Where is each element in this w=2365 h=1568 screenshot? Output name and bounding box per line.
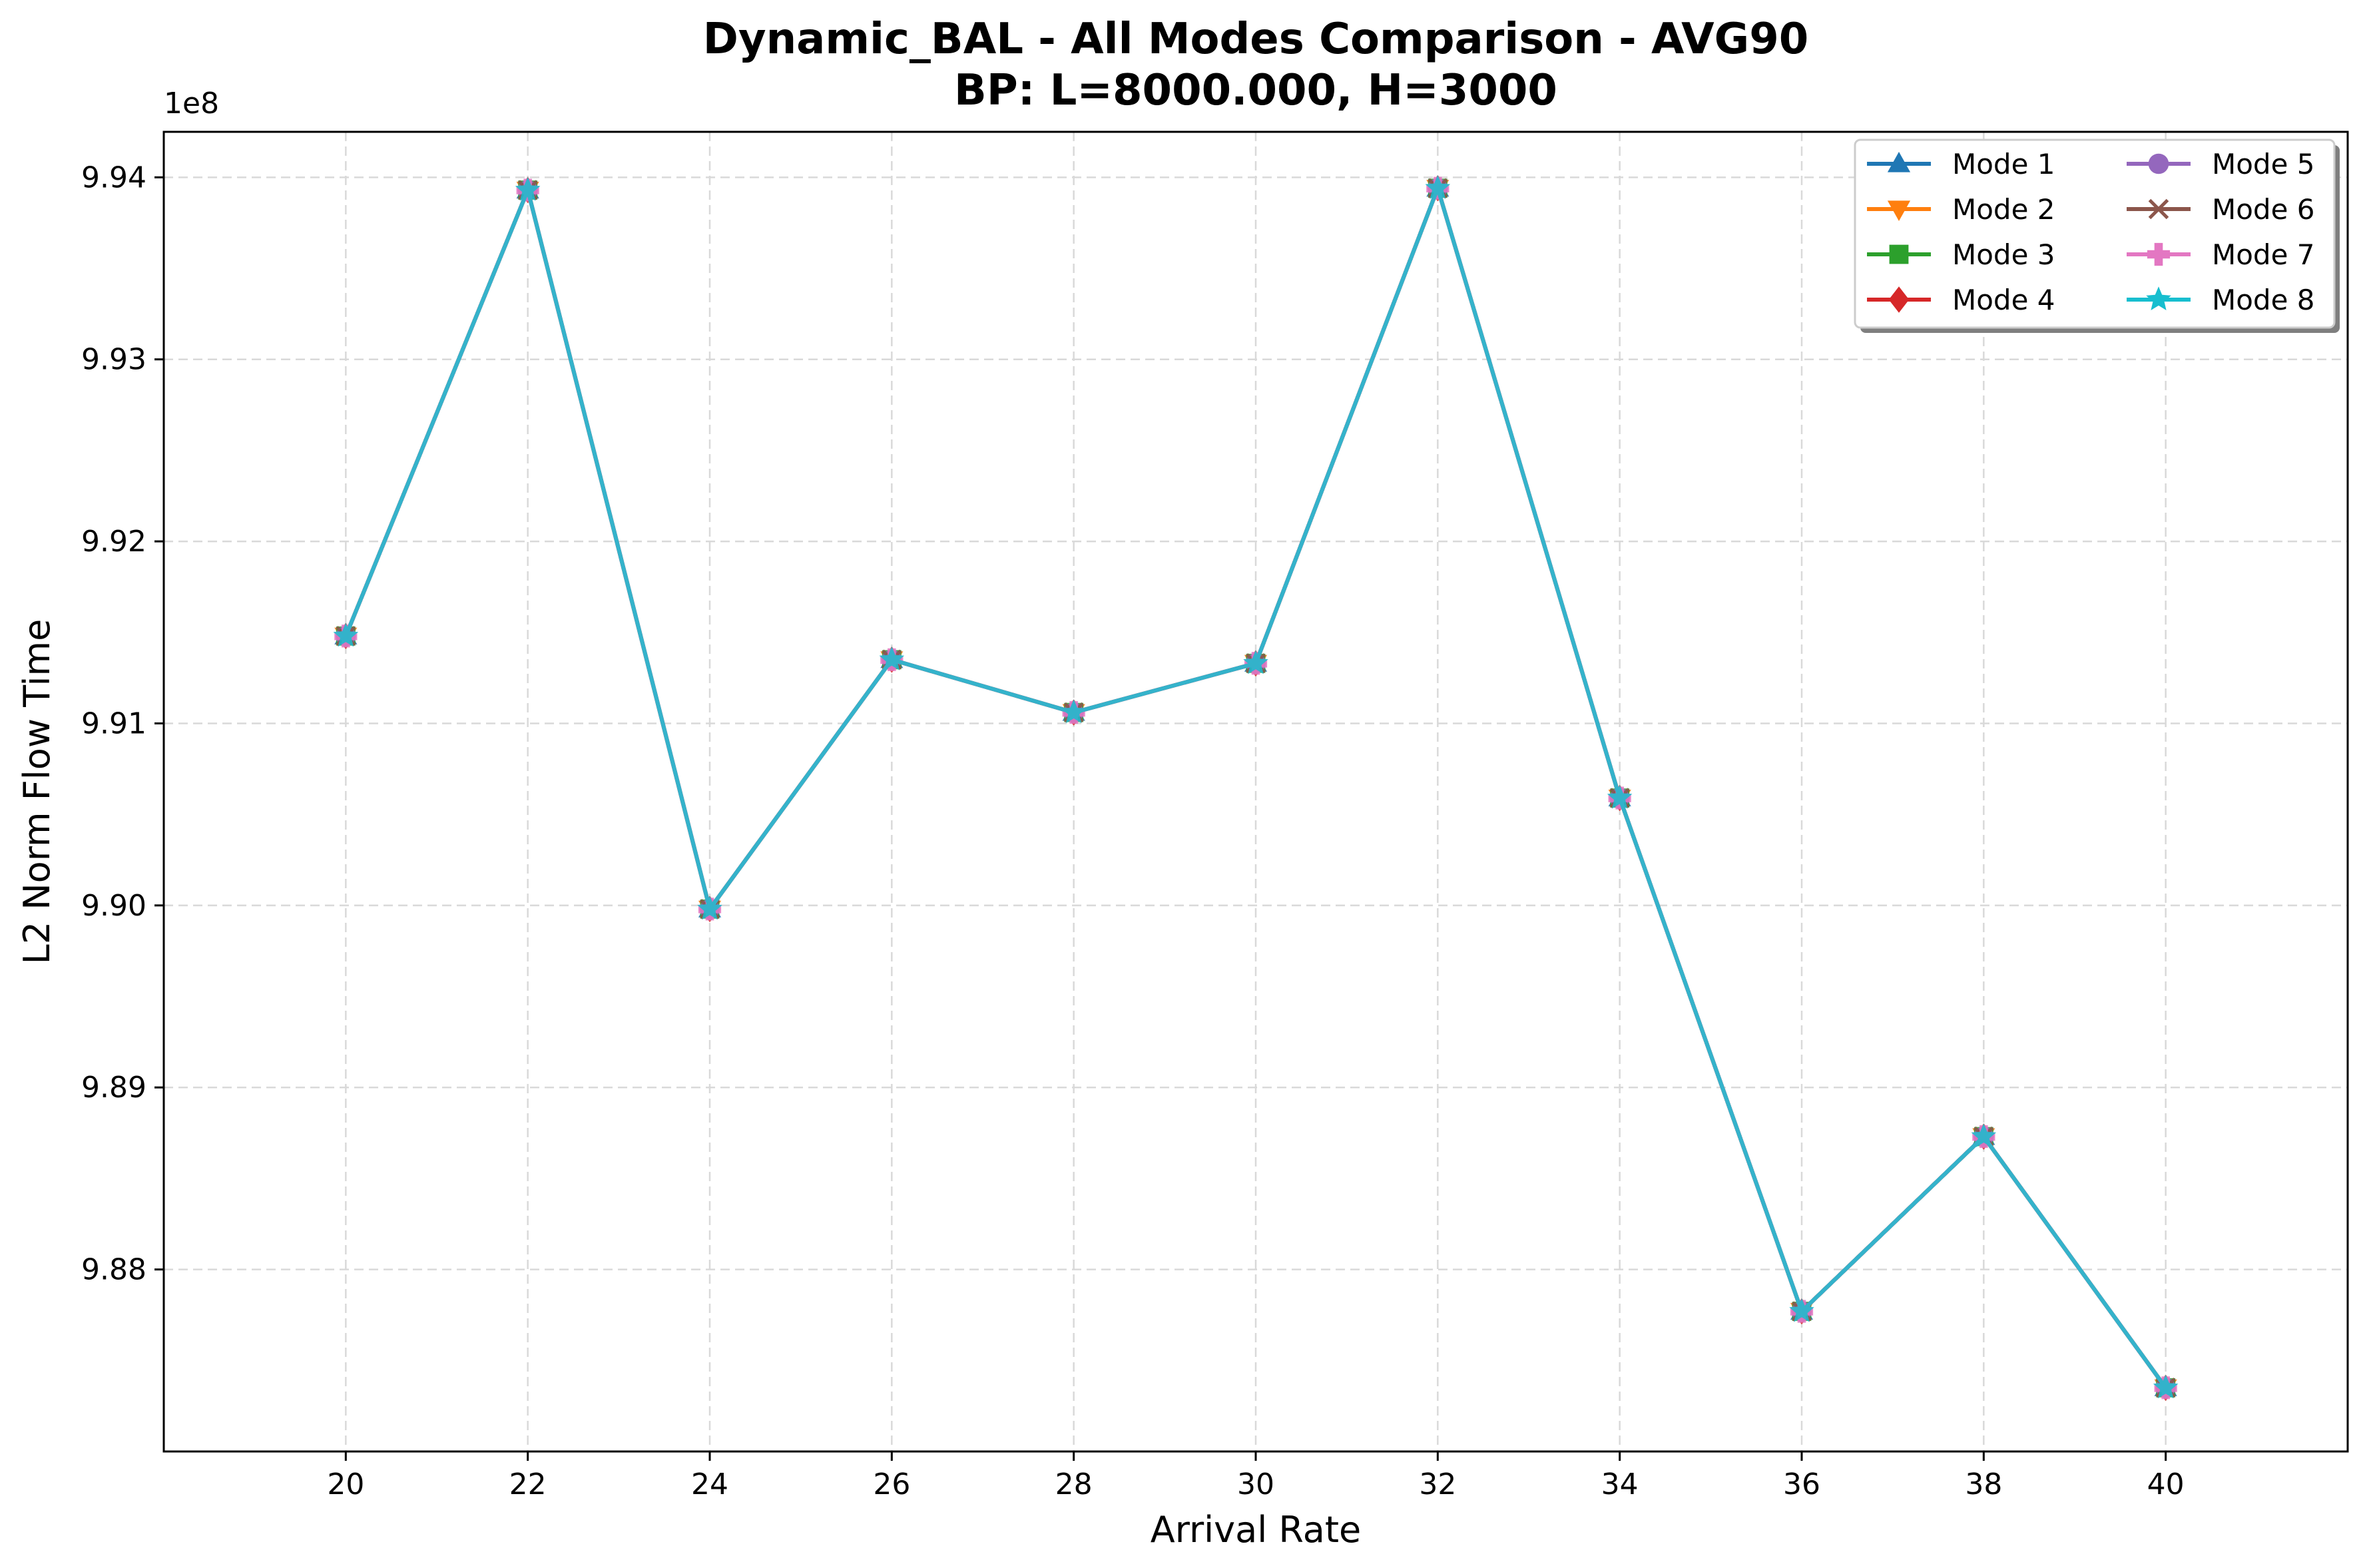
legend-marker	[1888, 286, 1910, 313]
chart-subtitle: BP: L=8000.000, H=3000	[954, 66, 1557, 115]
data-point	[1243, 650, 1268, 674]
y-axis-label: L2 Norm Flow Time	[16, 619, 58, 965]
legend-label: Mode 7	[2212, 238, 2315, 271]
legend-marker	[2148, 198, 2169, 220]
legend-entry: Mode 5	[2127, 148, 2315, 180]
y-offset-label: 1e8	[164, 87, 219, 121]
legend-label: Mode 3	[1952, 238, 2055, 271]
x-tick-label: 38	[1965, 1467, 2002, 1501]
x-tick-label: 22	[509, 1467, 547, 1501]
data-point	[333, 623, 359, 647]
legend-entry: Mode 1	[1867, 148, 2055, 180]
data-point	[1061, 699, 1087, 724]
y-tick-label: 9.90	[81, 889, 146, 923]
legend-box	[1854, 138, 2336, 329]
legend-entry: Mode 7	[2127, 238, 2315, 271]
x-axis: 20 22 24 26 28 30 32 34 36 38 40	[327, 1451, 2185, 1501]
data-point	[879, 647, 905, 670]
legend-marker	[2147, 242, 2171, 266]
y-tick-label: 9.89	[81, 1071, 146, 1105]
y-tick-label: 9.94	[81, 160, 146, 194]
legend-entry: Mode 6	[2127, 193, 2315, 226]
legend-label: Mode 6	[2212, 193, 2315, 226]
x-tick-label: 28	[1055, 1467, 1093, 1501]
legend-label: Mode 2	[1952, 193, 2055, 226]
legend-marker	[2148, 153, 2169, 174]
y-tick-label: 9.92	[81, 525, 146, 559]
legend: Mode 1 Mode 2 Mode 3 Mode 4 Mode 5 Mode 6 Mode…	[1854, 138, 2340, 333]
legend-entry: Mode 2	[1867, 193, 2055, 226]
x-tick-label: 34	[1601, 1467, 1639, 1501]
x-tick-label: 20	[327, 1467, 364, 1501]
x-tick-label: 32	[1419, 1467, 1456, 1501]
legend-entry: Mode 4	[1867, 284, 2055, 316]
legend-marker	[1887, 200, 1911, 221]
legend-entry: Mode 8	[2127, 284, 2315, 316]
y-axis: 9.88 9.89 9.90 9.91 9.92 9.93 9.94	[81, 160, 164, 1287]
y-tick-label: 9.88	[81, 1253, 146, 1287]
legend-marker	[1887, 152, 1911, 172]
y-tick-label: 9.93	[81, 343, 146, 377]
grid-lines	[164, 132, 2348, 1451]
data-point	[2153, 1374, 2179, 1399]
data-point	[1971, 1123, 1997, 1148]
legend-label: Mode 1	[1952, 148, 2055, 180]
x-tick-label: 40	[2147, 1467, 2185, 1501]
x-tick-label: 36	[1783, 1467, 1820, 1501]
data-point	[515, 176, 541, 201]
chart-title: Dynamic_BAL - All Modes Comparison - AVG…	[703, 15, 1809, 64]
x-axis-label: Arrival Rate	[1151, 1509, 1361, 1551]
x-tick-label: 24	[691, 1467, 728, 1501]
x-tick-label: 30	[1237, 1467, 1274, 1501]
data-point	[1425, 174, 1451, 199]
x-tick-label: 26	[873, 1467, 910, 1501]
legend-label: Mode 8	[2212, 284, 2315, 316]
legend-label: Mode 4	[1952, 284, 2055, 316]
legend-entry: Mode 3	[1867, 238, 2055, 271]
legend-marker	[1889, 244, 1909, 264]
series-mode-8	[333, 174, 2179, 1399]
y-tick-label: 9.91	[81, 706, 146, 740]
data-point	[1607, 784, 1633, 809]
data-point	[697, 896, 722, 920]
legend-label: Mode 5	[2212, 148, 2315, 180]
data-point	[1789, 1298, 1814, 1322]
legend-marker	[2146, 286, 2171, 310]
series-layer	[333, 174, 2179, 1402]
